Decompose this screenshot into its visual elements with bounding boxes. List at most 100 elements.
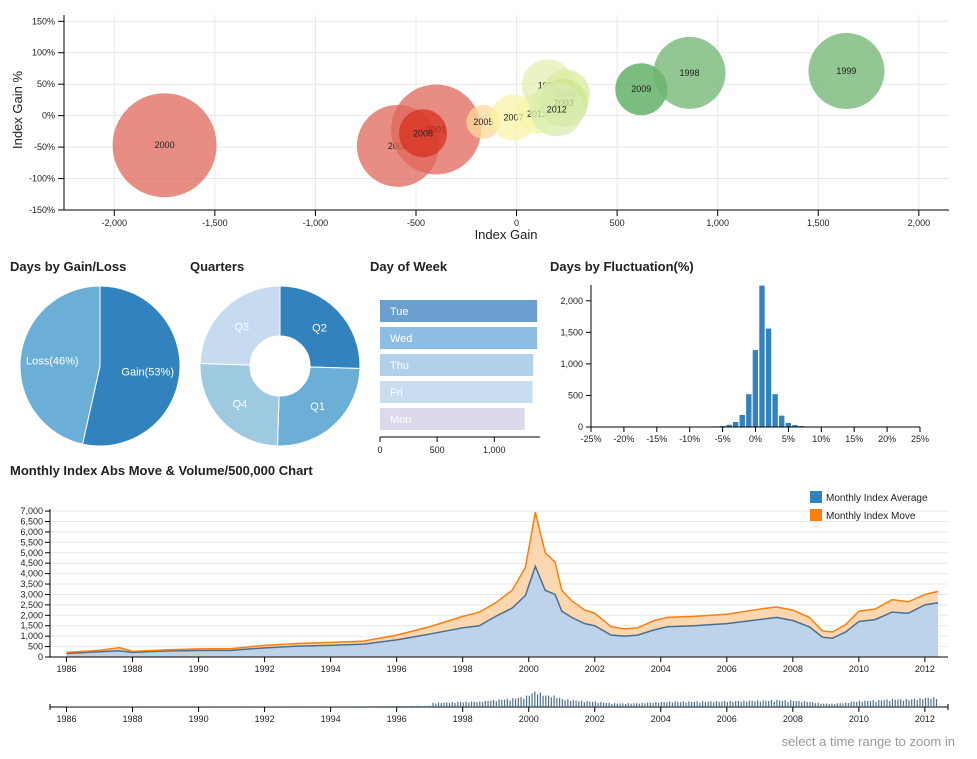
pie-slice[interactable]: [81, 285, 181, 447]
hist-x-tick-label: 15%: [845, 434, 863, 444]
volume-bar: [828, 704, 830, 707]
volume-bar: [696, 701, 698, 707]
volume-bar: [360, 706, 363, 707]
day-row-bar[interactable]: [380, 327, 538, 349]
volume-bar: [413, 705, 415, 707]
range-x-tick-label: 1998: [453, 714, 473, 724]
bubble-axes: -2,000 -1,500 -1,000 -500 0 500 1,000 1,500 2,00…: [29, 15, 949, 228]
day-row-bar[interactable]: [380, 381, 533, 403]
fluctuation-bar[interactable]: [779, 415, 785, 427]
pie-slice[interactable]: [199, 362, 280, 447]
volume-bar: [682, 701, 684, 707]
volume-bar: [217, 706, 220, 707]
pie-slice[interactable]: [276, 366, 361, 447]
fluctuation-bar[interactable]: [726, 424, 732, 427]
volume-bar: [215, 706, 217, 707]
fluctuation-bar[interactable]: [739, 415, 745, 427]
legend-label-move: Monthly Index Move: [826, 511, 916, 522]
bubble-2008[interactable]: 2008: [399, 109, 448, 158]
fluctuation-bar[interactable]: [746, 394, 752, 427]
day-row-wed[interactable]: Wed: [380, 327, 538, 349]
fluctuation-histogram[interactable]: -25% -20% -15% -10% -5% 0% 5% 10% 15% 20% 25% 0 500 1…: [560, 285, 929, 444]
day-of-week-chart[interactable]: Tue Wed Thu Fri Mon 0 500 1,000: [377, 300, 540, 455]
day-row-label: Wed: [390, 333, 412, 345]
day-row-thu[interactable]: Thu: [380, 354, 534, 376]
volume-bar: [655, 702, 657, 707]
bubble-circle[interactable]: [112, 93, 217, 198]
bubble-points[interactable]: 2000200220012008200520072011199620062003…: [112, 32, 885, 198]
fluctuation-bar[interactable]: [785, 422, 791, 427]
volume-bar: [162, 706, 165, 707]
range-x-tick-label: 2010: [849, 714, 869, 724]
day-x-tick-label: 1,000: [483, 445, 506, 455]
monthly-move-title: Monthly Index Abs Move & Volume/500,000 …: [10, 463, 313, 478]
volume-bar: [806, 702, 808, 707]
volume-bar: [325, 706, 327, 707]
volume-bar: [531, 693, 533, 707]
bubble-circle[interactable]: [653, 36, 726, 109]
volume-bar: [404, 705, 407, 707]
bubble-2012[interactable]: 2012: [529, 82, 584, 137]
pie-slice-Gain(53%)[interactable]: Gain(53%): [81, 285, 181, 447]
monthly-move-line[interactable]: [66, 511, 939, 654]
volume-bar: [935, 699, 938, 707]
monthly-average-line[interactable]: [66, 564, 939, 655]
fluctuation-bar[interactable]: [765, 328, 772, 427]
day-row-tue[interactable]: Tue: [380, 300, 538, 322]
volume-bar: [448, 703, 451, 707]
bubble-x-tick-label: 1,500: [807, 218, 830, 228]
bubble-circle[interactable]: [529, 82, 584, 137]
area-y-tick-label: 1,500: [20, 621, 43, 631]
pie-slice[interactable]: [279, 285, 361, 370]
fluctuation-bar[interactable]: [772, 394, 778, 427]
monthly-move-chart[interactable]: 05001,0001,5002,0002,5003,0003,5004,0004…: [20, 506, 948, 674]
volume-bar: [347, 706, 349, 707]
volume-bar: [272, 706, 275, 707]
pie-slice-label: Q2: [312, 323, 327, 335]
pie-slice-Loss(46%)[interactable]: Loss(46%): [19, 285, 101, 445]
pie-slice-Q3[interactable]: Q3: [199, 285, 281, 366]
bubble-1999[interactable]: 1999: [808, 32, 885, 109]
bubble-label: 1999: [836, 66, 856, 76]
day-row-bar[interactable]: [380, 408, 525, 430]
time-range-selector[interactable]: 1986 1988 1990 1992 1994 1996 1998 2000 2002 2004…: [49, 691, 949, 724]
area-y-tick-label: 7,000: [20, 506, 43, 516]
volume-bar: [509, 700, 511, 707]
area-y-tick-label: 1,000: [20, 631, 43, 641]
volume-bar: [539, 692, 541, 707]
bubble-circle[interactable]: [399, 109, 448, 158]
fluctuation-bar[interactable]: [759, 285, 765, 427]
volume-bar: [721, 701, 723, 707]
volume-bar: [349, 706, 352, 707]
pie-slice[interactable]: [19, 285, 101, 445]
pie-slice-Q4[interactable]: Q4: [199, 362, 280, 447]
volume-bar: [319, 706, 321, 707]
pie-slice-Q2[interactable]: Q2: [279, 285, 361, 370]
day-row-bar[interactable]: [380, 300, 538, 322]
pie-slice[interactable]: [199, 285, 281, 366]
day-row-mon[interactable]: Mon: [380, 408, 525, 430]
volume-bar: [630, 703, 632, 707]
monthly-average-area[interactable]: [66, 566, 939, 657]
volume-bar: [476, 702, 478, 707]
volume-bar: [209, 706, 211, 707]
pie-slice-Q1[interactable]: Q1: [276, 366, 361, 447]
volume-bar: [768, 700, 770, 707]
volume-bar: [900, 699, 902, 707]
volume-bar: [817, 702, 819, 707]
area-y-tick-label: 0: [38, 652, 43, 662]
gain-loss-pie[interactable]: Gain(53%) Loss(46%): [19, 285, 181, 447]
volume-bar: [825, 703, 828, 707]
fluctuation-bar[interactable]: [792, 425, 798, 427]
volume-bar: [338, 706, 341, 707]
volume-bar: [88, 706, 90, 707]
quarters-pie[interactable]: Q2 Q1 Q4 Q3: [199, 285, 361, 447]
bubble-1998[interactable]: 1998: [653, 36, 726, 109]
bubble-circle[interactable]: [808, 32, 885, 109]
fluctuation-bar[interactable]: [752, 350, 759, 427]
monthly-move-area[interactable]: [66, 512, 939, 654]
fluctuation-bar[interactable]: [732, 421, 739, 427]
bubble-2000[interactable]: 2000: [112, 93, 217, 198]
day-row-bar[interactable]: [380, 354, 534, 376]
day-row-fri[interactable]: Fri: [380, 381, 533, 403]
